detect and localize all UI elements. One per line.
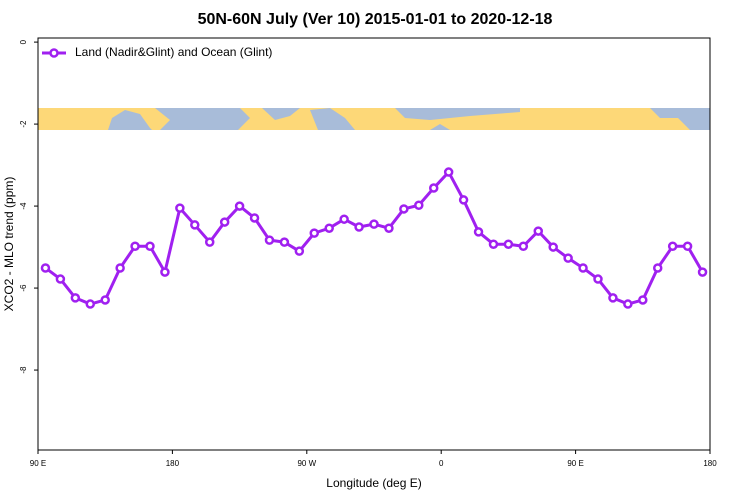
point xyxy=(175,203,185,213)
series-line xyxy=(44,170,704,306)
chart-title: 50N-60N July (Ver 10) 2015-01-01 to 2020… xyxy=(198,11,553,28)
point xyxy=(115,263,125,273)
point xyxy=(623,299,633,309)
point xyxy=(473,227,484,237)
point xyxy=(354,222,364,232)
point xyxy=(324,223,334,233)
point xyxy=(682,241,693,252)
point xyxy=(234,201,245,211)
point xyxy=(339,214,349,224)
point xyxy=(667,241,678,252)
map-strip xyxy=(38,108,710,130)
point xyxy=(264,235,275,245)
point xyxy=(458,195,469,205)
point xyxy=(593,274,603,284)
point xyxy=(533,226,544,236)
y-tick-label: -2 xyxy=(19,120,28,128)
point xyxy=(279,237,290,247)
x-tick-label: 180 xyxy=(166,459,180,468)
point xyxy=(145,241,155,252)
x-tick-label: 180 xyxy=(703,459,717,468)
y-axis-label: XCO2 - MLO trend (ppm) xyxy=(2,177,16,312)
point xyxy=(488,239,499,249)
point xyxy=(608,293,618,303)
y-tick-label: -6 xyxy=(19,284,28,292)
point xyxy=(309,228,320,238)
point xyxy=(414,200,424,211)
x-tick-label: 0 xyxy=(439,459,444,468)
point xyxy=(70,293,81,303)
point xyxy=(518,241,529,252)
point xyxy=(249,213,260,223)
point xyxy=(55,274,66,284)
x-tick-label: 90 E xyxy=(30,459,46,468)
y-tick-label: -8 xyxy=(19,366,28,374)
x-tick-label: 90 W xyxy=(297,459,316,468)
y-tick-label: -4 xyxy=(19,202,28,210)
point xyxy=(219,217,230,227)
x-tick-label: 90 E xyxy=(567,459,583,468)
point xyxy=(294,246,305,256)
point xyxy=(503,239,514,249)
point xyxy=(428,183,439,193)
plot-frame xyxy=(37,37,711,451)
point xyxy=(697,267,708,277)
point xyxy=(85,299,96,309)
legend-label: Land (Nadir&Glint) and Ocean (Glint) xyxy=(75,45,272,59)
y-tick-label: 0 xyxy=(19,39,28,44)
point xyxy=(578,263,588,273)
point xyxy=(652,263,663,273)
point xyxy=(443,167,454,177)
point xyxy=(638,295,648,305)
point xyxy=(563,253,573,263)
point xyxy=(204,237,215,247)
point xyxy=(100,295,110,305)
point xyxy=(130,241,140,252)
x-axis-label: Longitude (deg E) xyxy=(326,476,421,490)
point xyxy=(399,204,409,214)
point xyxy=(384,223,394,233)
legend-marker xyxy=(49,48,59,58)
point xyxy=(160,267,170,277)
point xyxy=(548,242,558,252)
point xyxy=(190,220,200,230)
point xyxy=(369,219,379,229)
point xyxy=(40,263,51,273)
